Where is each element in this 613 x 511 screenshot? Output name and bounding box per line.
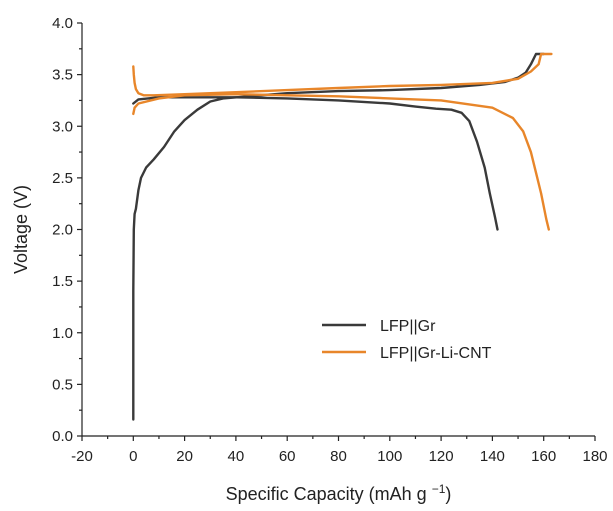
series-line-discharge [132,93,550,231]
y-tick-label: 4.0 [52,15,73,32]
y-tick-label: 3.5 [52,67,73,84]
axes: 0.0 0.5 1.0 1.5 2.0 2.5 3.0 3.5 4.0 -20 0 20 40 60 80 1… [52,15,607,465]
legend-label: LFP||Gr [380,318,436,335]
x-tick-label: 180 [582,448,607,465]
x-tick-label: 20 [176,448,193,465]
x-tick-label: 40 [228,448,245,465]
x-tick-label: 0 [129,448,137,465]
x-tick-label: 160 [531,448,556,465]
y-tick-label: 2.5 [52,170,73,187]
curves [132,52,553,421]
legend: LFP||Gr LFP||Gr-Li-CNT [322,318,492,362]
series-line-charge [132,52,545,421]
legend-label: LFP||Gr-Li-CNT [380,345,492,362]
series-line-discharge [132,96,499,231]
y-axis-title: Voltage (V) [11,185,31,274]
x-tick-label: 60 [279,448,296,465]
y-tick-label: 0.0 [52,428,73,445]
x-axis-title: Specific Capacity (mAh g −1) [226,482,452,504]
y-tick-label: 1.0 [52,325,73,342]
series-line-charge [132,52,553,97]
x-tick-label: -20 [71,448,93,465]
x-tick-label: 120 [429,448,454,465]
x-tick-label: 140 [480,448,505,465]
y-tick-label: 2.0 [52,222,73,239]
y-tick-label: 3.0 [52,118,73,135]
x-tick-label: 100 [377,448,402,465]
x-tick-label: 80 [330,448,347,465]
y-tick-label: 1.5 [52,273,73,290]
y-tick-label: 0.5 [52,376,73,393]
